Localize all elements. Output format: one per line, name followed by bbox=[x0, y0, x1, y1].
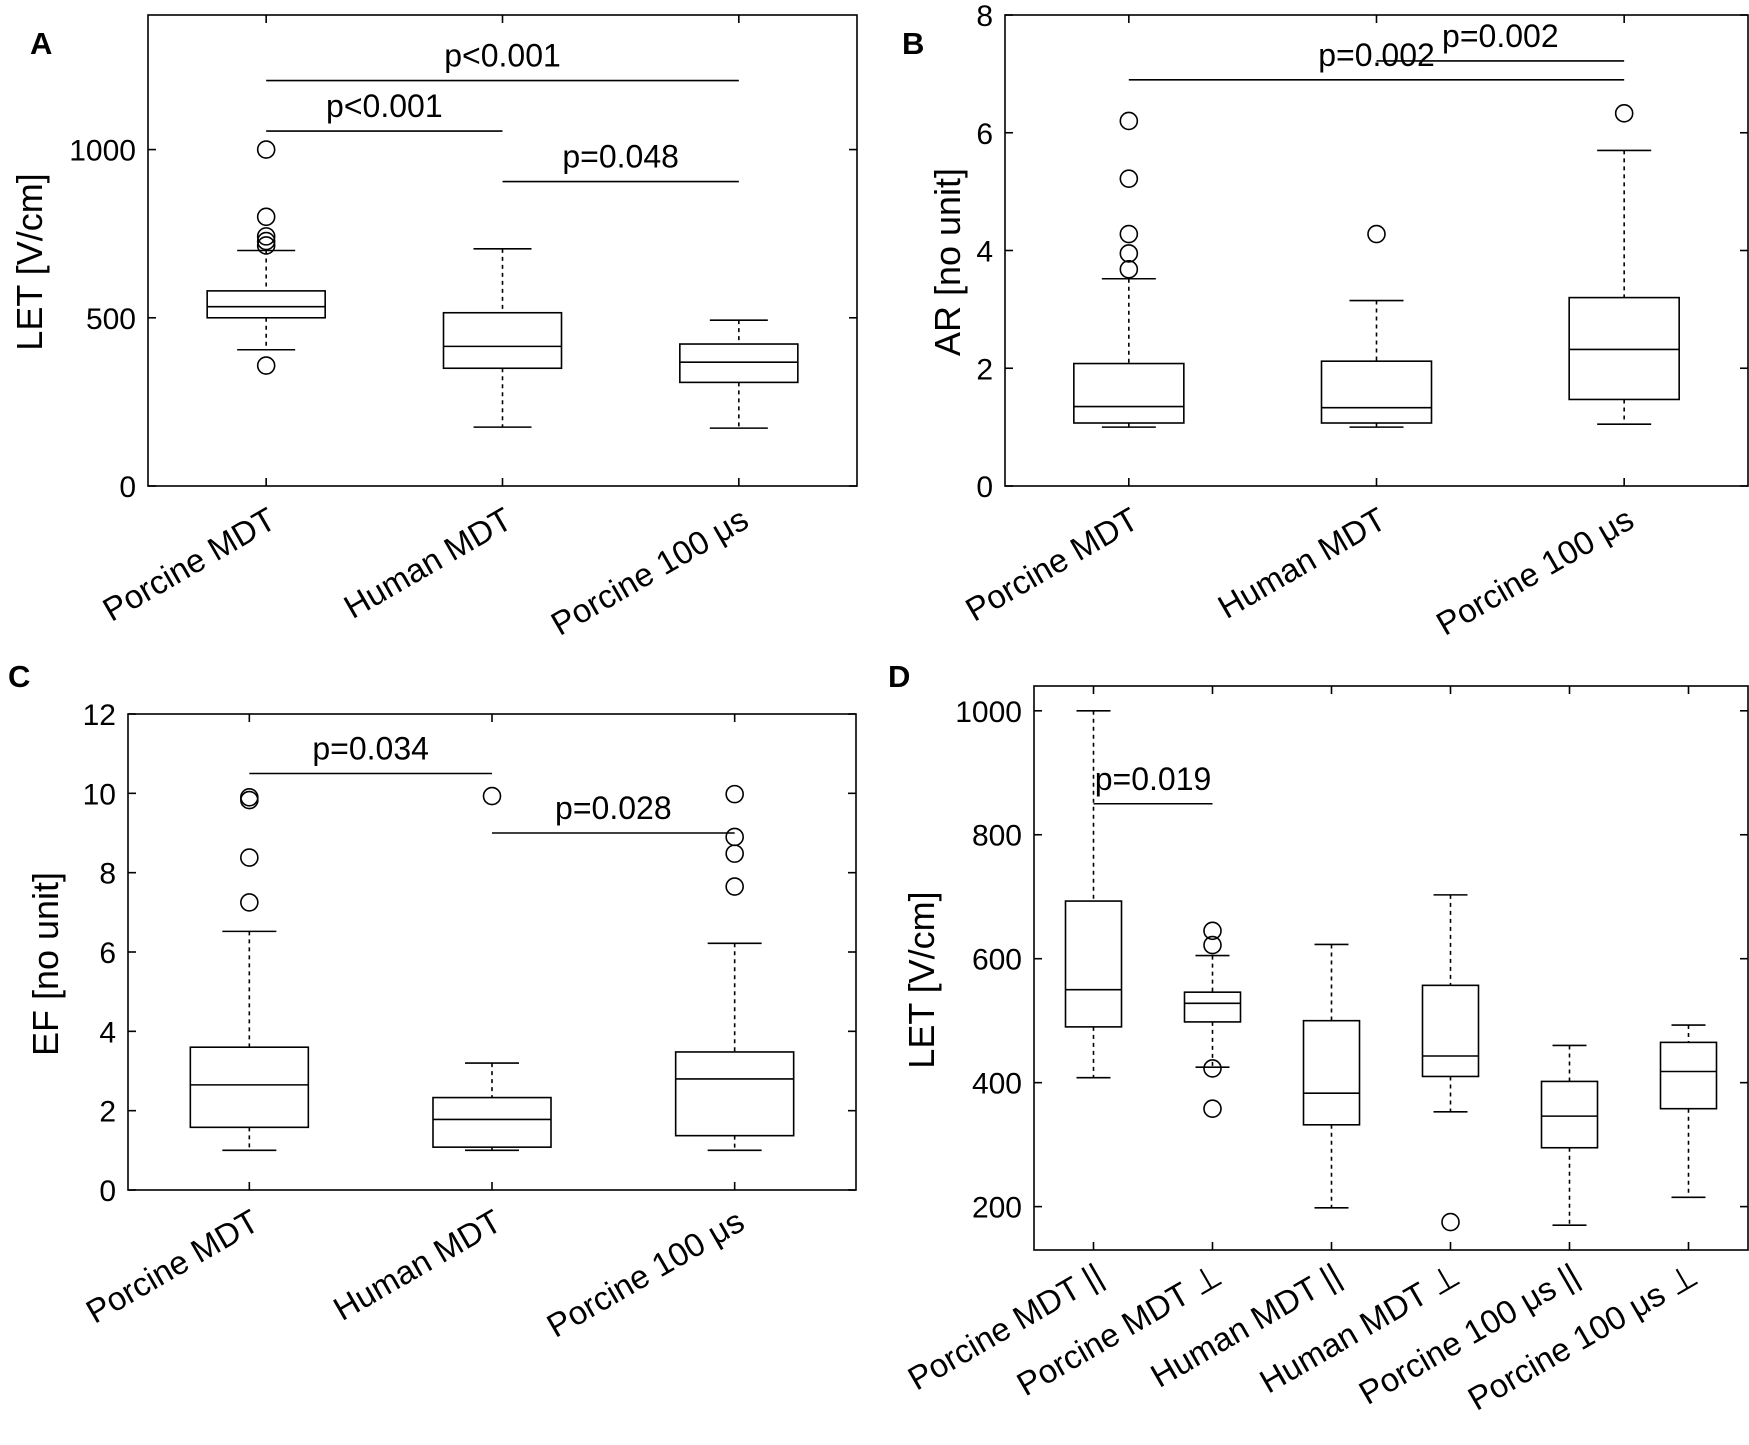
outlier-point bbox=[256, 140, 276, 159]
panel-a: A 0 500 1000 LET [V/cm] Porcine MDT Human MDT… bbox=[9, 14, 858, 642]
axes-frame bbox=[1033, 685, 1749, 1251]
category-label: Porcine 100 μs bbox=[540, 1202, 750, 1344]
outlier-point bbox=[256, 236, 276, 255]
outlier-point bbox=[1203, 935, 1222, 955]
y-tick-label: 6 bbox=[99, 937, 116, 970]
outlier-point bbox=[725, 784, 744, 804]
y-tick-label: 400 bbox=[972, 1068, 1022, 1101]
panel-letter-b: B bbox=[902, 26, 924, 61]
outlier-point bbox=[1119, 111, 1139, 131]
category-label: Porcine MDT bbox=[80, 1202, 265, 1330]
panel-d: D 200 400 600 800 1000 LET [V/cm] Porcine MDT … bbox=[888, 659, 1749, 1417]
y-tick-label: 6 bbox=[976, 118, 993, 151]
outlier-point bbox=[1203, 921, 1222, 941]
y-tick-label: 0 bbox=[119, 471, 136, 504]
y-tick-label: 1000 bbox=[69, 135, 136, 168]
y-axis-label: LET [V/cm] bbox=[9, 173, 50, 350]
y-tick-label: 0 bbox=[976, 471, 993, 504]
outlier-point bbox=[256, 356, 276, 375]
y-tick-label: 600 bbox=[972, 944, 1022, 977]
outlier-point bbox=[240, 787, 259, 807]
box-iqr bbox=[1659, 1041, 1718, 1110]
box-iqr bbox=[1073, 362, 1185, 424]
panel-letter-c: C bbox=[8, 659, 30, 694]
box-iqr bbox=[1183, 991, 1242, 1023]
significance-label: p<0.001 bbox=[326, 88, 443, 124]
y-tick-label: 0 bbox=[99, 1175, 116, 1208]
y-tick-label: 800 bbox=[972, 820, 1022, 853]
box-iqr bbox=[1302, 1019, 1361, 1126]
significance-label: p<0.001 bbox=[444, 38, 561, 74]
y-tick-label: 2 bbox=[99, 1096, 116, 1129]
category-label: Porcine 100 μs bbox=[1430, 500, 1640, 642]
significance-label: p=0.019 bbox=[1095, 761, 1212, 797]
outlier-point bbox=[256, 231, 276, 251]
y-axis-label: LET [V/cm] bbox=[901, 891, 942, 1068]
significance-label: p=0.034 bbox=[312, 731, 429, 767]
box-iqr bbox=[674, 1051, 795, 1137]
outlier-point bbox=[725, 877, 744, 896]
panel-b: B 0 2 4 6 8 AR [no unit] Porcine MDT Human MDT P… bbox=[902, 0, 1749, 642]
significance-label: p=0.028 bbox=[555, 790, 672, 826]
y-tick-label: 1000 bbox=[955, 696, 1022, 729]
category-label: Human MDT bbox=[1212, 500, 1392, 626]
outlier-point bbox=[1119, 169, 1139, 188]
outlier-point bbox=[1367, 224, 1386, 244]
y-tick-label: 4 bbox=[976, 236, 993, 269]
category-label: Porcine MDT ⊥ bbox=[1010, 1256, 1228, 1403]
y-tick-label: 2 bbox=[976, 353, 993, 386]
box-iqr bbox=[189, 1046, 310, 1129]
panel-letter-a: A bbox=[30, 26, 52, 61]
outlier-point bbox=[240, 893, 259, 912]
box-iqr bbox=[1421, 984, 1480, 1078]
panel-letter-d: D bbox=[888, 659, 910, 694]
y-tick-label: 8 bbox=[99, 858, 116, 891]
y-tick-label: 500 bbox=[86, 303, 136, 336]
outlier-point bbox=[1203, 1099, 1222, 1118]
outlier-point bbox=[482, 786, 502, 806]
outlier-point bbox=[1203, 1059, 1222, 1078]
y-axis-label: EF [no unit] bbox=[25, 872, 66, 1056]
significance-label: p=0.048 bbox=[562, 139, 679, 175]
axes-frame bbox=[1004, 14, 1749, 487]
outlier-point bbox=[1119, 224, 1139, 244]
box-iqr bbox=[432, 1096, 552, 1148]
panel-c: C 0 2 4 6 8 10 12 EF [no unit] Porcine MDT Human … bbox=[8, 659, 857, 1344]
outlier-point bbox=[256, 207, 276, 227]
outlier-point bbox=[1119, 260, 1139, 279]
outlier-point bbox=[256, 227, 276, 246]
outlier-point bbox=[240, 848, 259, 867]
y-tick-label: 200 bbox=[972, 1192, 1022, 1225]
outlier-point bbox=[725, 827, 744, 847]
significance-label: p=0.002 bbox=[1442, 18, 1559, 54]
box-iqr bbox=[206, 290, 326, 319]
box-iqr bbox=[1320, 360, 1433, 424]
box-iqr bbox=[442, 311, 563, 370]
category-label: Porcine 100 μs bbox=[545, 500, 755, 642]
outlier-point bbox=[1614, 104, 1634, 123]
outlier-point bbox=[1119, 244, 1139, 263]
category-label: Human MDT bbox=[338, 500, 518, 626]
y-axis-label: AR [no unit] bbox=[927, 168, 968, 356]
y-tick-label: 10 bbox=[83, 778, 116, 811]
outlier-point bbox=[1441, 1212, 1460, 1232]
outlier-point bbox=[725, 844, 744, 863]
box-iqr bbox=[1064, 900, 1123, 1028]
box-iqr bbox=[1540, 1080, 1599, 1149]
category-label: Porcine MDT || bbox=[901, 1256, 1109, 1397]
y-tick-label: 12 bbox=[83, 699, 116, 732]
box-iqr bbox=[679, 343, 799, 384]
category-label: Porcine MDT bbox=[959, 500, 1144, 628]
y-tick-label: 8 bbox=[976, 0, 993, 33]
y-tick-label: 4 bbox=[99, 1016, 116, 1049]
category-label: Human MDT bbox=[327, 1202, 507, 1328]
category-label: Porcine MDT bbox=[96, 500, 281, 628]
significance-label: p=0.002 bbox=[1318, 37, 1435, 73]
box-iqr bbox=[1568, 296, 1680, 401]
